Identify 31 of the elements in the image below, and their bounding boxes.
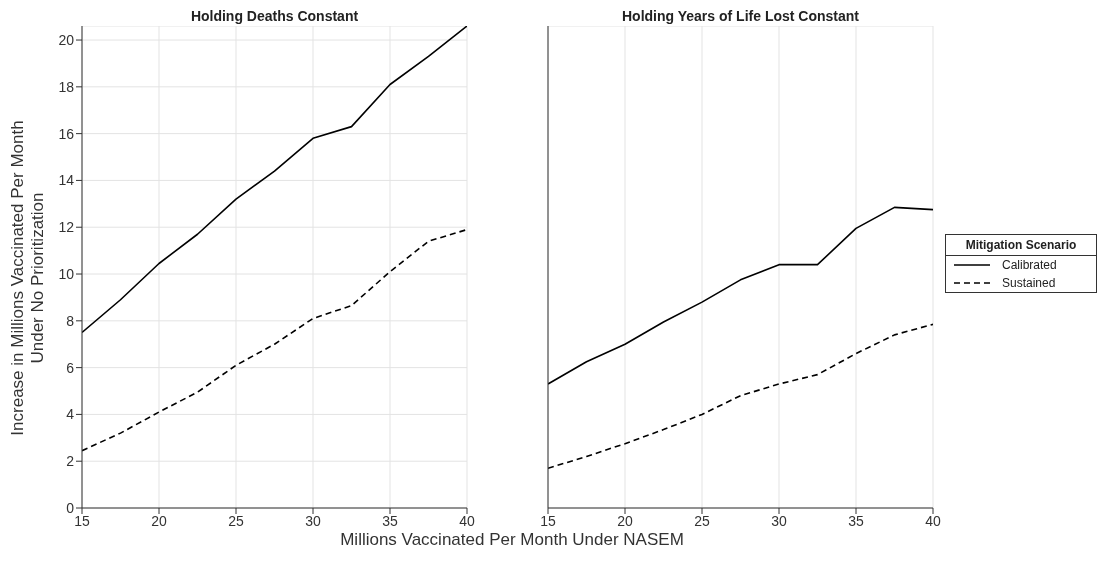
x-tick-label: 25 — [694, 512, 710, 529]
x-tick-label: 20 — [617, 512, 633, 529]
x-tick-label: 15 — [540, 512, 556, 529]
legend-label: Sustained — [1002, 276, 1056, 290]
chart-title: Holding Years of Life Lost Constant — [621, 8, 860, 24]
y-tick-label: 4 — [66, 406, 75, 423]
y-tick-label: 0 — [66, 499, 75, 516]
y-tick-label: 12 — [58, 219, 75, 236]
y-tick-label: 2 — [66, 453, 75, 470]
chart-title: Holding Deaths Constant — [189, 8, 360, 24]
x-tick-label: 35 — [382, 512, 398, 529]
x-tick-label: 30 — [305, 512, 321, 529]
y-tick-label: 8 — [66, 312, 75, 329]
y-tick-label: 10 — [58, 265, 75, 282]
x-tick-label: 25 — [228, 512, 244, 529]
y-tick-label: 16 — [58, 125, 75, 142]
x-tick-label: 15 — [74, 512, 90, 529]
x-tick-label: 30 — [771, 512, 787, 529]
x-tick-label: 20 — [151, 512, 167, 529]
y-tick-label: 20 — [58, 32, 75, 49]
line-series — [82, 228, 467, 452]
x-axis-title: Millions Vaccinated Per Month Under NASEM — [339, 530, 685, 550]
y-tick-label: 14 — [58, 172, 75, 189]
y-tick-label: 18 — [58, 78, 75, 95]
x-tick-label: 40 — [459, 512, 475, 529]
x-tick-label: 40 — [925, 512, 941, 529]
y-tick-label: 6 — [66, 359, 75, 376]
y-axis-title: Increase in Millions Vaccinated Per Month Under No Prioritization — [8, 119, 48, 438]
legend-title: Mitigation Scenario — [946, 235, 1096, 256]
legend-label: Calibrated — [1002, 258, 1057, 272]
x-tick-label: 35 — [848, 512, 864, 529]
